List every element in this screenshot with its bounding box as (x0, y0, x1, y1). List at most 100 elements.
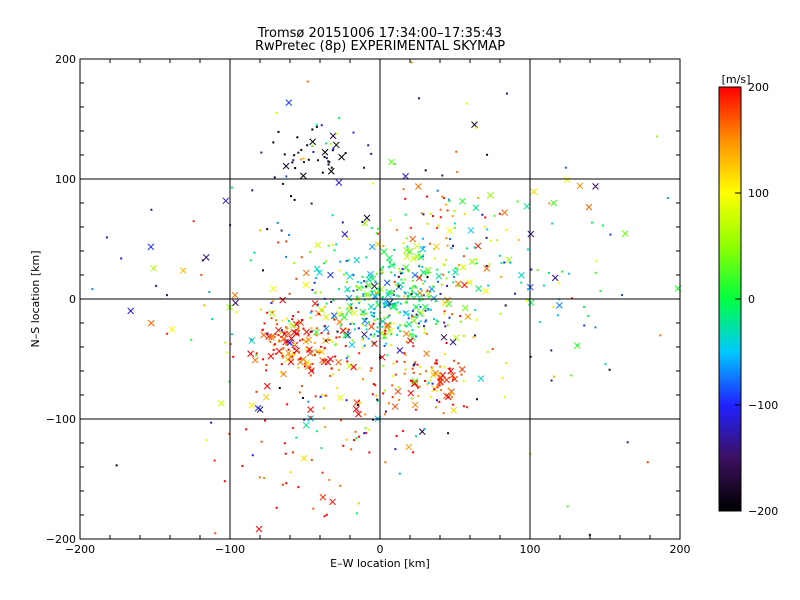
scatter-dot (274, 343, 277, 346)
scatter-dot (656, 135, 659, 138)
scatter-dot (388, 324, 391, 327)
scatter-dot (439, 216, 442, 219)
scatter-dot (313, 352, 316, 355)
scatter-dot (273, 336, 276, 339)
scatter-dot (91, 288, 94, 291)
scatter-dot (450, 247, 453, 250)
scatter-dot (261, 328, 264, 331)
colorbar-tick-label: 0 (748, 293, 755, 306)
scatter-dot (441, 174, 444, 177)
scatter-dot (292, 351, 295, 354)
scatter-cross (332, 141, 340, 149)
scatter-dot (430, 366, 433, 369)
scatter-dot (347, 259, 350, 262)
scatter-dot (434, 300, 437, 303)
scatter-dot (400, 278, 403, 281)
scatter-dot (410, 397, 413, 400)
scatter-dot (376, 326, 379, 329)
scatter-cross (368, 323, 375, 330)
scatter-dot (450, 392, 453, 395)
scatter-dot (269, 340, 272, 343)
scatter-dot (453, 222, 456, 225)
scatter-dot (341, 312, 344, 315)
scatter-dot (417, 395, 420, 398)
scatter-dot (284, 452, 287, 455)
scatter-cross (443, 392, 450, 400)
scatter-dot (334, 343, 337, 346)
scatter-dot (367, 337, 370, 340)
scatter-dot (363, 318, 366, 321)
scatter-dot (259, 229, 262, 232)
scatter-dot (308, 250, 311, 253)
scatter-dot (394, 304, 397, 307)
scatter-dot (407, 270, 410, 273)
scatter-dot (421, 298, 424, 301)
scatter-dot (346, 289, 349, 292)
scatter-dot (410, 380, 413, 383)
scatter-cross (486, 192, 494, 199)
scatter-dot (393, 248, 396, 251)
scatter-dot (435, 359, 438, 362)
scatter-dot (538, 321, 541, 324)
scatter-dot (307, 400, 310, 403)
scatter-dot (371, 393, 374, 396)
scatter-dot (340, 419, 343, 422)
scatter-dot (384, 410, 387, 413)
scatter-cross (389, 303, 396, 311)
scatter-dot (363, 280, 366, 283)
scatter-dot (349, 322, 352, 325)
scatter-cross (345, 307, 353, 315)
scatter-dot (280, 363, 283, 366)
scatter-cross (336, 394, 344, 402)
scatter-dot (300, 385, 303, 388)
x-tick-label: 100 (520, 543, 541, 556)
scatter-dot (484, 216, 487, 219)
scatter-cross (319, 493, 327, 501)
scatter-dot (365, 317, 368, 320)
scatter-cross (409, 235, 417, 243)
scatter-dot (568, 272, 571, 275)
scatter-dot (224, 341, 227, 344)
scatter-dot (472, 336, 475, 339)
scatter-dot (330, 367, 333, 370)
scatter-dot (228, 380, 231, 383)
scatter-cross (346, 362, 353, 370)
scatter-cross (275, 347, 283, 355)
scatter-dot (331, 149, 334, 152)
scatter-dot (431, 285, 434, 288)
scatter-dot (445, 203, 448, 206)
scatter-dot (350, 303, 353, 306)
scatter-dot (423, 280, 426, 283)
scatter-dot (300, 256, 303, 259)
grid-lines (80, 59, 680, 539)
scatter-dot (337, 288, 340, 291)
scatter-cross (448, 388, 455, 396)
scatter-dot (372, 322, 375, 325)
scatter-cross (432, 243, 440, 251)
scatter-dot (404, 368, 407, 371)
scatter-cross (482, 287, 490, 295)
scatter-cross (260, 331, 267, 339)
scatter-dot (245, 428, 248, 431)
scatter-dot (370, 367, 373, 370)
scatter-dot (291, 451, 294, 454)
scatter-dot (370, 152, 373, 155)
scatter-dot (278, 386, 281, 389)
scatter-dot (327, 332, 330, 335)
scatter-dot (291, 355, 294, 358)
scatter-cross (405, 321, 413, 328)
scatter-dot (288, 358, 291, 361)
scatter-dot (166, 332, 169, 335)
scatter-dot (331, 243, 334, 246)
scatter-dot (399, 330, 402, 333)
scatter-dot (621, 294, 624, 297)
y-axis-ticks: −200 −100 0 100 200 (46, 53, 680, 546)
scatter-dot (420, 295, 423, 298)
colorbar-tick-label: 100 (748, 187, 769, 200)
scatter-dot (409, 287, 412, 290)
scatter-dot (447, 432, 450, 435)
scatter-dot (384, 342, 387, 345)
scatter-dot (262, 358, 265, 361)
scatter-dot (320, 124, 323, 127)
scatter-dot (355, 285, 358, 288)
